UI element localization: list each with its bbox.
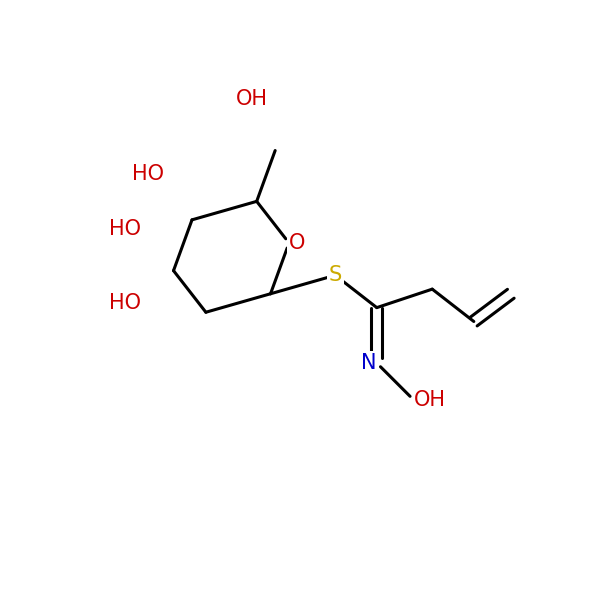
Text: HO: HO: [109, 219, 141, 239]
Text: N: N: [361, 353, 377, 373]
Text: S: S: [329, 265, 342, 285]
Text: OH: OH: [414, 390, 446, 410]
Text: HO: HO: [132, 164, 164, 184]
Text: HO: HO: [109, 293, 141, 313]
Text: OH: OH: [236, 89, 268, 109]
Text: O: O: [289, 233, 305, 253]
